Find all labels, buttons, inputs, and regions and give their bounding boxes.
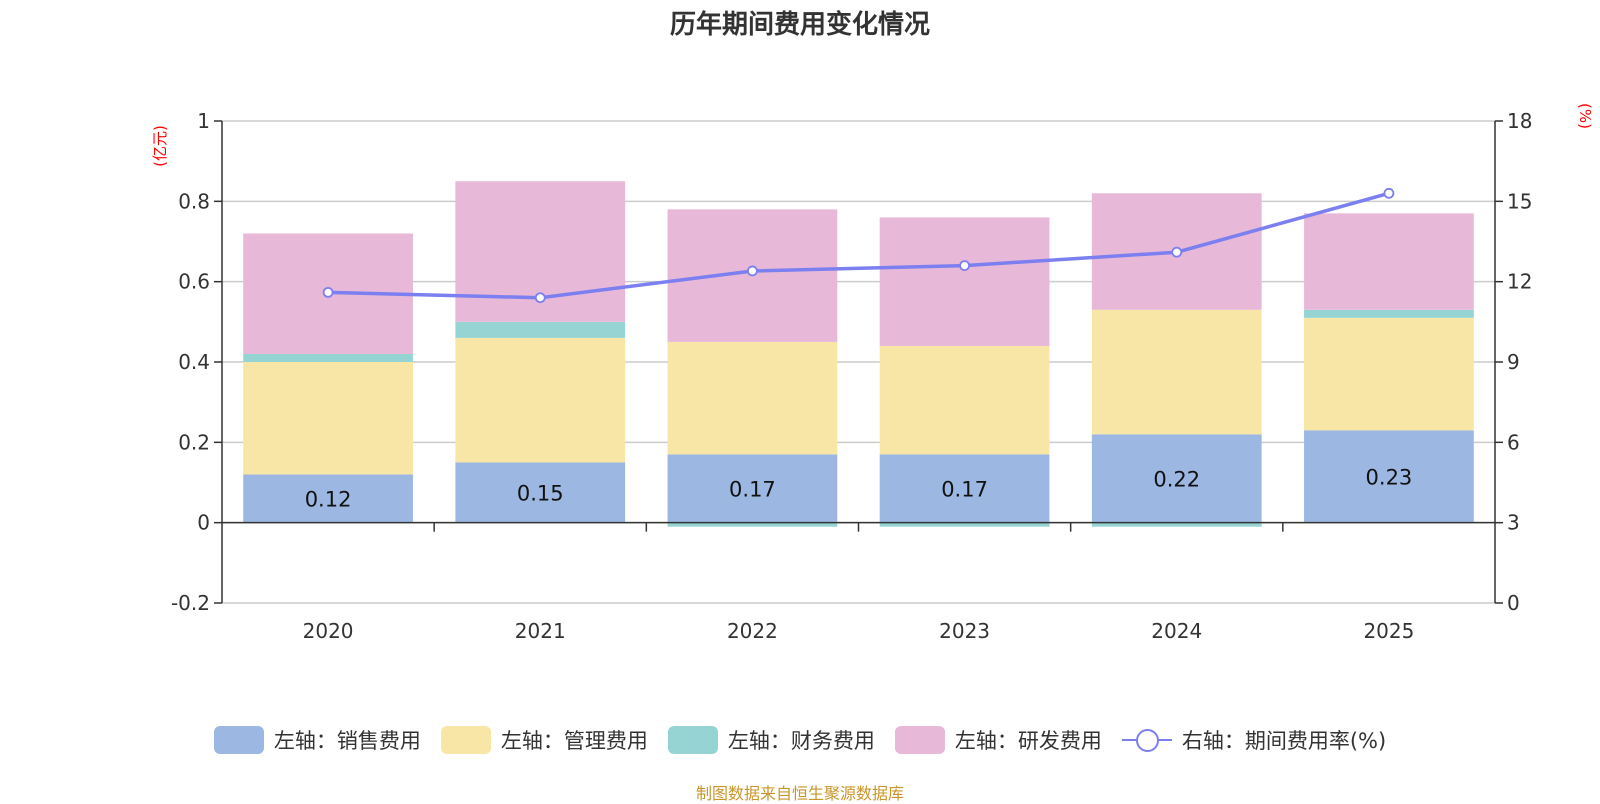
bar-sales: [1091, 434, 1262, 523]
x-axis-tick-label: 2023: [939, 619, 990, 643]
legend-swatch-admin: [440, 726, 491, 754]
y-left-tick-label: -0.2: [171, 591, 210, 615]
x-axis-tick-label: 2021: [515, 619, 566, 643]
legend-label-finance: 左轴：财务费用: [727, 729, 875, 753]
legend-item-expense-rate[interactable]: 右轴：期间费用率(%): [1121, 725, 1387, 755]
line-point-expense-rate: [534, 292, 546, 304]
legend-swatch-finance: [667, 726, 718, 754]
data-label-sales: 0.23: [1366, 465, 1413, 489]
y-right-tick-label: 12: [1507, 270, 1532, 294]
legend-item-rnd[interactable]: 左轴：研发费用: [894, 725, 1102, 755]
bar-admin: [455, 337, 626, 463]
bar-admin: [243, 362, 413, 475]
line-point-expense-rate: [1383, 187, 1395, 199]
y-left-tick-label: 0.6: [178, 270, 210, 294]
line-point-expense-rate: [322, 286, 334, 298]
bar-sales: [243, 474, 413, 523]
legend-line-marker-icon: [1121, 726, 1172, 754]
bar-admin: [667, 341, 838, 455]
x-axis-tick-label: 2020: [303, 619, 354, 643]
bar-finance: [243, 353, 413, 362]
bar-admin: [879, 345, 1050, 455]
line-point-expense-rate: [747, 265, 758, 277]
legend-label-sales: 左轴：销售费用: [273, 729, 421, 753]
data-label-sales: 0.17: [729, 478, 776, 502]
bar-admin: [1304, 317, 1474, 431]
legend-swatch-sales: [213, 726, 264, 754]
legend-swatch-rnd: [894, 726, 945, 754]
y-right-unit-label: (%): [1576, 103, 1594, 129]
x-axis-tick-label: 2024: [1151, 619, 1202, 643]
bar-rnd: [1304, 213, 1474, 310]
data-label-sales: 0.22: [1153, 467, 1200, 491]
line-point-expense-rate: [1171, 246, 1183, 258]
bar-finance: [879, 522, 1050, 527]
data-source-note: 制图数据来自恒生聚源数据库: [695, 784, 904, 803]
data-label-sales: 0.17: [941, 478, 988, 502]
y-right-tick-label: 6: [1507, 430, 1520, 454]
y-left-tick-label: 1: [197, 109, 210, 133]
line-point-expense-rate: [959, 260, 970, 272]
chart-plot: -0.2 0 0.2 0.4 0.6 0.8 1 0 3 6 9 12 15 18 (亿元) (%) 2020 2…: [151, 103, 1594, 643]
y-left-tick-label: 0.2: [178, 430, 210, 454]
y-left-unit-label: (亿元): [151, 125, 169, 167]
bar-finance: [1304, 309, 1474, 318]
legend-item-sales[interactable]: 左轴：销售费用: [213, 725, 421, 755]
y-left-tick-label: 0: [197, 511, 210, 535]
y-right-tick-label: 3: [1507, 511, 1520, 535]
bar-finance: [667, 522, 838, 527]
legend-label-expense-rate: 右轴：期间费用率(%): [1181, 729, 1387, 753]
x-axis-tick-label: 2025: [1363, 619, 1414, 643]
chart-title: 历年期间费用变化情况: [669, 10, 930, 40]
legend-item-admin[interactable]: 左轴：管理费用: [440, 725, 648, 755]
legend-label-admin: 左轴：管理费用: [500, 729, 648, 753]
legend-item-finance[interactable]: 左轴：财务费用: [667, 725, 875, 755]
bar-sales: [1304, 430, 1474, 523]
bar-sales: [879, 454, 1050, 523]
y-right-tick-label: 0: [1507, 591, 1520, 615]
y-left-tick-label: 0.8: [178, 189, 210, 213]
bar-finance: [1091, 522, 1262, 527]
legend-label-rnd: 左轴：研发费用: [954, 729, 1102, 753]
bar-admin: [1091, 309, 1262, 435]
y-left-tick-label: 0.4: [178, 350, 210, 374]
bar-sales: [455, 462, 626, 523]
legend: 左轴：销售费用 左轴：管理费用 左轴：财务费用 左轴：研发费用 右轴：期间费用率…: [0, 722, 1600, 758]
x-axis-tick-label: 2022: [727, 619, 778, 643]
y-right-tick-label: 9: [1507, 350, 1520, 374]
bar-finance: [455, 321, 626, 338]
bar-rnd: [879, 217, 1050, 346]
data-label-sales: 0.15: [517, 482, 564, 506]
line-expense-rate: [328, 191, 1390, 300]
y-right-tick-label: 15: [1507, 189, 1532, 213]
bar-sales: [667, 454, 838, 523]
data-label-sales: 0.12: [305, 488, 352, 512]
y-right-tick-label: 18: [1507, 109, 1532, 133]
